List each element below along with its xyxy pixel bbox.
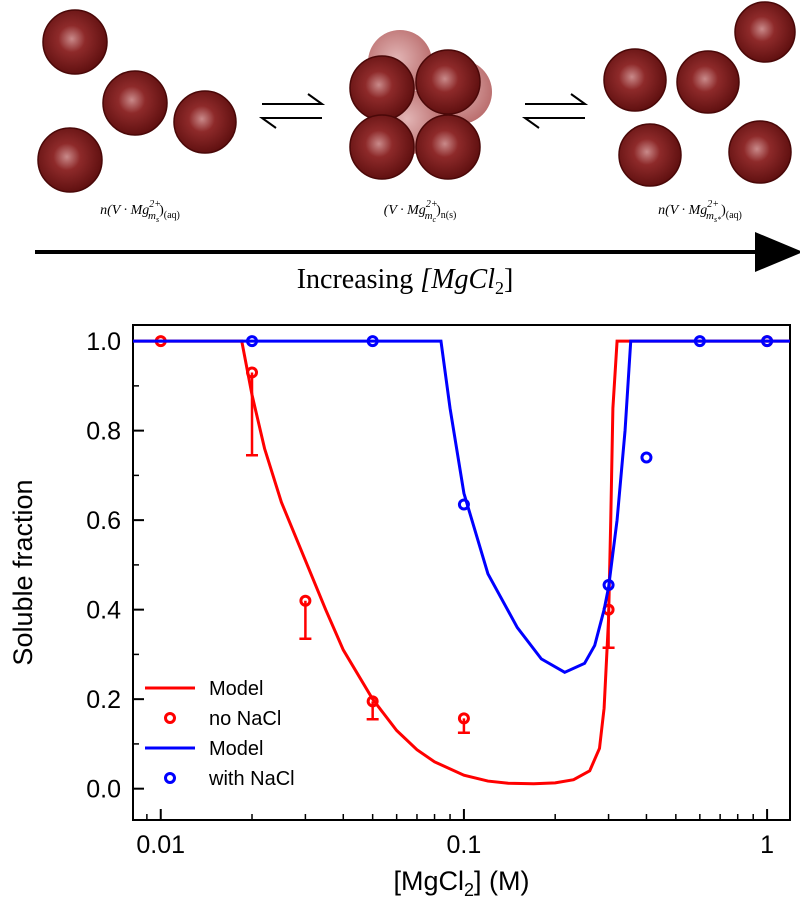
- legend-marker: [164, 712, 176, 724]
- y-tick-label: 0.4: [86, 597, 121, 625]
- x-tick-label: 0.01: [136, 831, 185, 859]
- x-axis-label-piece: [MgCl: [393, 866, 464, 896]
- label-piece: s*: [714, 215, 721, 224]
- x-axis-label-piece: 2: [464, 880, 474, 900]
- data-point: [457, 712, 470, 725]
- error-bar: [299, 600, 312, 640]
- plot-frame: [132, 324, 791, 821]
- arrow-label-piece: Increasing: [297, 264, 421, 295]
- model-line: [133, 339, 790, 674]
- y-tick-label: 0.2: [86, 686, 121, 714]
- error-bar: [246, 372, 259, 457]
- legend-label: with NaCl: [208, 768, 295, 790]
- label-piece: ): [721, 203, 726, 218]
- label-piece: (V · Mg: [384, 203, 426, 218]
- label-piece: m: [148, 210, 156, 222]
- label-piece: ): [159, 203, 164, 218]
- state-label: (V · Mg2+ mc)n(s): [384, 199, 457, 224]
- legend-marker: [164, 772, 176, 784]
- legend-label: Model: [209, 738, 263, 760]
- data-point: [457, 498, 470, 511]
- legend-label: Model: [209, 678, 263, 700]
- label-piece: (aq): [726, 210, 742, 221]
- x-axis-label-piece: ] (M): [474, 866, 529, 896]
- state-labels: n(V · Mg2+ ms)(aq) (V · Mg2+ mc)n(s) n(V · M…: [100, 199, 742, 224]
- x-tick-label: 0.1: [447, 831, 482, 859]
- legend-label: no NaCl: [209, 708, 281, 730]
- data-point: [299, 594, 312, 607]
- y-tick-label: 0.8: [86, 418, 121, 446]
- particles: [37, 1, 796, 193]
- label-piece: (aq): [164, 210, 180, 221]
- data-point: [246, 335, 259, 348]
- data-point: [640, 451, 653, 464]
- arrow-label-piece: 2: [495, 278, 504, 298]
- y-tick-label: 0.6: [86, 507, 121, 535]
- data-point: [366, 695, 379, 708]
- label-piece: c: [433, 215, 437, 224]
- label-piece: 2+: [707, 199, 719, 210]
- label-piece: 2+: [149, 199, 161, 210]
- x-tick-label: 1: [760, 831, 774, 859]
- data-point: [761, 335, 774, 348]
- label-piece: 2+: [426, 199, 438, 210]
- label-piece: n(V · Mg: [100, 203, 149, 218]
- state-label: n(V · Mg2+ ms*)(aq): [658, 199, 742, 224]
- data-point: [602, 579, 615, 592]
- arrow-label: Increasing [MgCl2]: [297, 264, 514, 298]
- arrow-label-piece: [MgCl: [420, 264, 495, 295]
- error-bar: [602, 609, 615, 649]
- y-tick-label: 1.0: [86, 328, 121, 356]
- label-piece: m: [706, 210, 714, 222]
- x-axis-label: [MgCl2] (M): [393, 866, 529, 900]
- state-label: n(V · Mg2+ ms)(aq): [100, 199, 180, 224]
- y-axis-label: Soluble fraction: [8, 479, 38, 665]
- label-piece: s: [156, 215, 159, 224]
- data-point: [693, 335, 706, 348]
- arrow-label-piece: ]: [504, 264, 513, 295]
- label-piece: m: [425, 210, 433, 222]
- label-piece: n(s): [441, 210, 457, 221]
- data-point: [246, 366, 259, 379]
- equilibrium-arrows: [258, 93, 589, 129]
- chart: 0.01 0.1 1 0.0 0.2 0.4 0.6 0.8 1.0 [MgCl2] (M) Sol…: [8, 324, 791, 900]
- error-bar: [457, 718, 470, 734]
- y-tick-label: 0.0: [86, 776, 121, 804]
- label-piece: ): [436, 203, 441, 218]
- error-bar: [366, 701, 379, 721]
- label-piece: n(V · Mg: [658, 203, 707, 218]
- data-point: [366, 335, 379, 348]
